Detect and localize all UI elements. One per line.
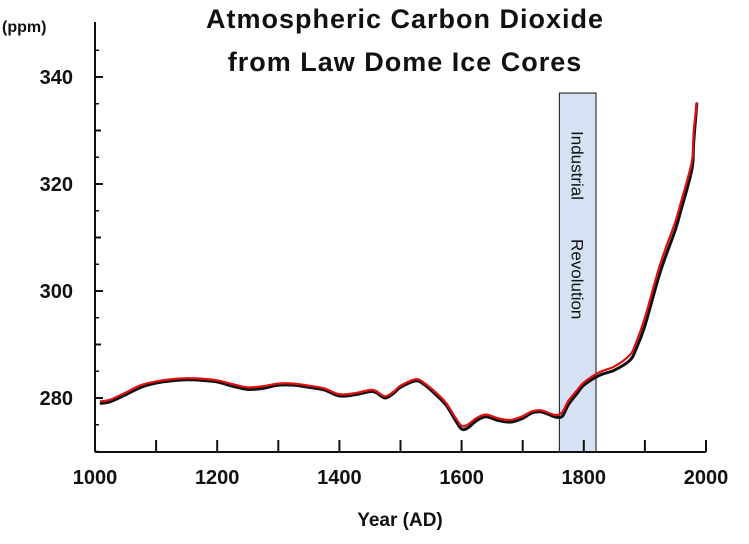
series-line-black xyxy=(99,102,699,432)
x-axis-ticks: 1000 1200 1400 1600 1800 2000 xyxy=(73,440,729,489)
x-tick-label: 1400 xyxy=(317,467,362,489)
band-label-line2: Revolution xyxy=(568,239,587,319)
x-tick-label: 1800 xyxy=(562,467,607,489)
x-tick-label: 2000 xyxy=(684,467,729,489)
chart-title-line1: Atmospheric Carbon Dioxide xyxy=(206,4,604,34)
y-axis-unit-label: (ppm) xyxy=(2,19,46,36)
series-line-red xyxy=(100,102,698,428)
x-tick-label: 1000 xyxy=(73,467,118,489)
band-label-line1: Industrial xyxy=(568,131,587,200)
chart-title-line2: from Law Dome Ice Cores xyxy=(228,47,583,77)
y-tick-label: 280 xyxy=(40,388,73,410)
y-tick-label: 340 xyxy=(40,67,73,89)
industrial-revolution-label: Industrial Revolution xyxy=(568,131,587,319)
x-axis-title: Year (AD) xyxy=(357,510,443,531)
x-tick-label: 1600 xyxy=(439,467,484,489)
y-tick-label: 320 xyxy=(40,174,73,196)
x-tick-label: 1200 xyxy=(195,467,240,489)
series-lines xyxy=(99,102,699,432)
y-axis-ticks: 280 300 320 340 xyxy=(40,49,103,453)
y-tick-label: 300 xyxy=(40,281,73,303)
